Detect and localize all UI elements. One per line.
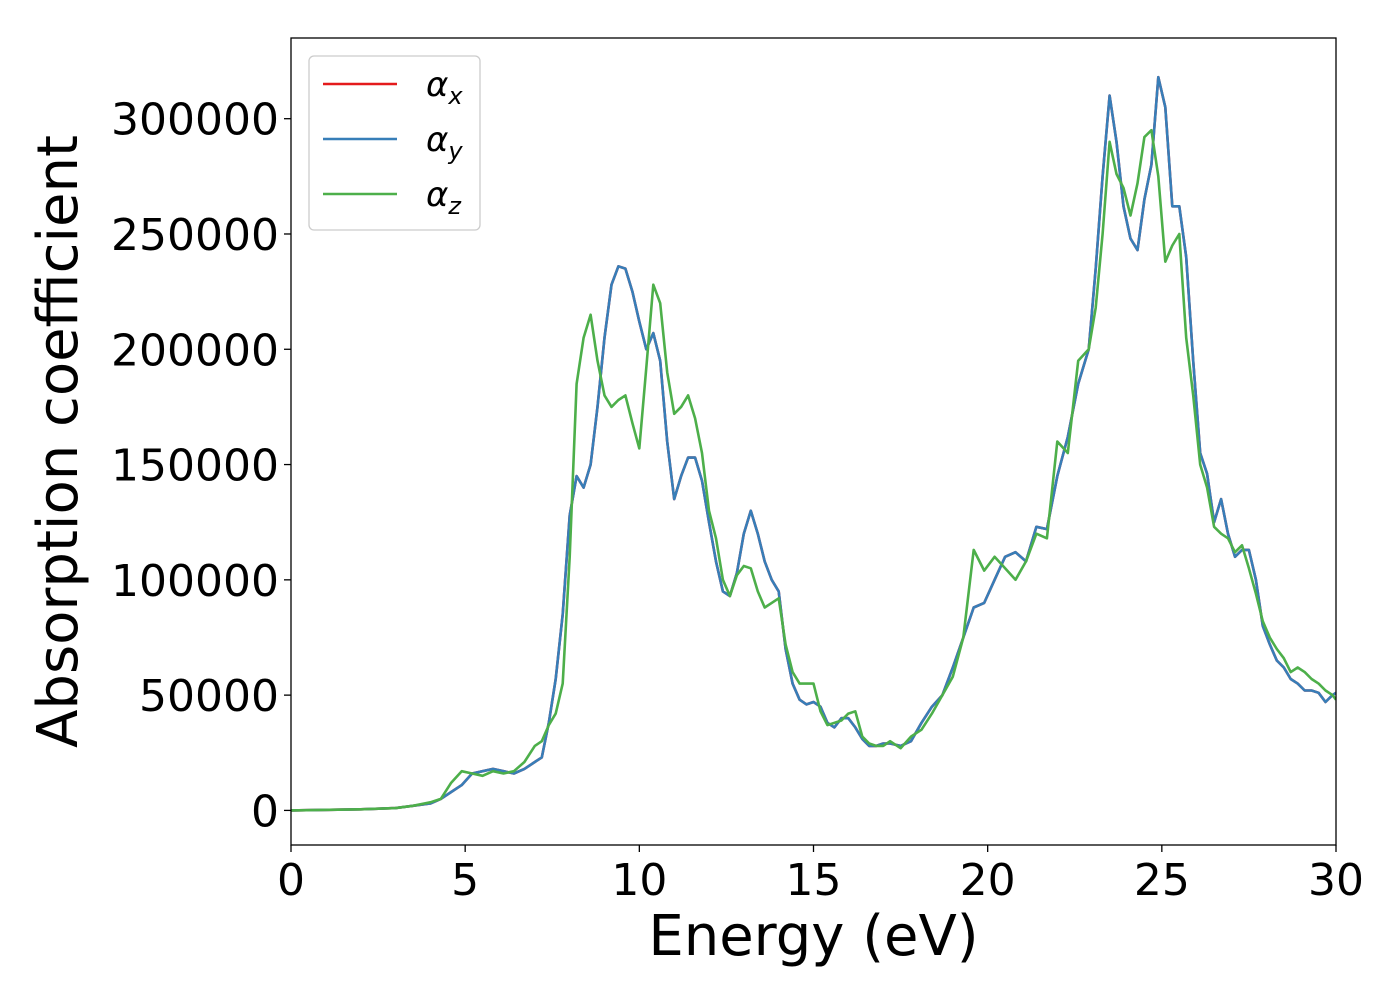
x-tick-label: 0 [277, 855, 305, 906]
y-tick-label: 300000 [111, 95, 279, 146]
legend: αx αy αz [308, 55, 481, 231]
x-tick-label: 10 [611, 855, 667, 906]
legend-box [308, 55, 481, 231]
y-tick-label: 200000 [111, 325, 279, 376]
x-tick-label: 15 [786, 855, 842, 906]
x-tick-label: 5 [451, 855, 479, 906]
y-tick-label: 0 [251, 786, 279, 837]
legend-label-x: αx [426, 65, 463, 110]
legend-label-z: αz [426, 175, 462, 220]
y-axis-title: Absorption coefficient [26, 135, 91, 748]
legend-label-y: αy [426, 120, 463, 165]
x-axis-title: Energy (eV) [648, 904, 978, 969]
y-tick-label: 100000 [111, 556, 279, 607]
y-tick-label: 150000 [111, 441, 279, 492]
x-axis: 0 5 10 15 20 25 30 [277, 845, 1364, 906]
x-tick-label: 20 [960, 855, 1016, 906]
y-tick-label: 250000 [111, 210, 279, 261]
x-tick-label: 30 [1308, 855, 1364, 906]
y-tick-label: 50000 [139, 671, 279, 722]
series-layer [291, 75, 1336, 812]
x-tick-label: 25 [1134, 855, 1190, 906]
series-line-z [291, 128, 1336, 812]
y-axis: 0 50000 100000 150000 200000 250000 300000 [111, 95, 291, 837]
